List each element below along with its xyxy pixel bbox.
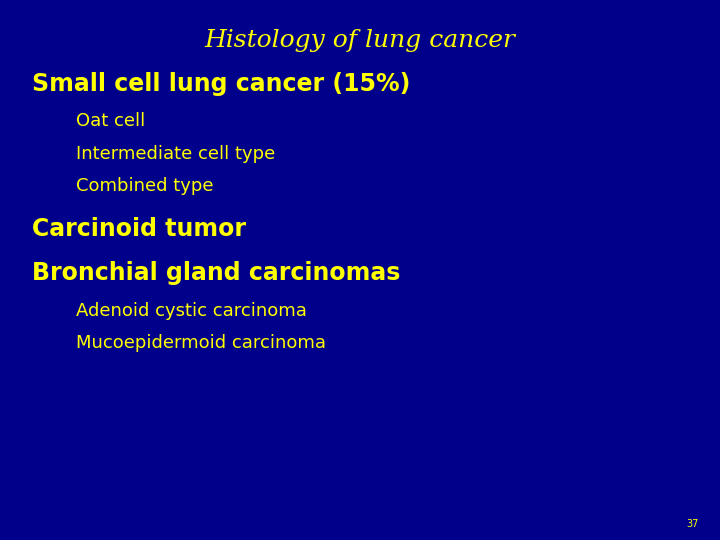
Text: Bronchial gland carcinomas: Bronchial gland carcinomas [32, 261, 401, 285]
Text: Combined type: Combined type [76, 177, 213, 195]
Text: 37: 37 [686, 519, 698, 529]
Text: Adenoid cystic carcinoma: Adenoid cystic carcinoma [76, 301, 307, 320]
Text: Small cell lung cancer (15%): Small cell lung cancer (15%) [32, 72, 411, 96]
Text: Intermediate cell type: Intermediate cell type [76, 145, 275, 163]
Text: Mucoepidermoid carcinoma: Mucoepidermoid carcinoma [76, 334, 325, 352]
Text: Carcinoid tumor: Carcinoid tumor [32, 218, 246, 241]
Text: Histology of lung cancer: Histology of lung cancer [204, 29, 516, 52]
Text: Oat cell: Oat cell [76, 112, 145, 131]
